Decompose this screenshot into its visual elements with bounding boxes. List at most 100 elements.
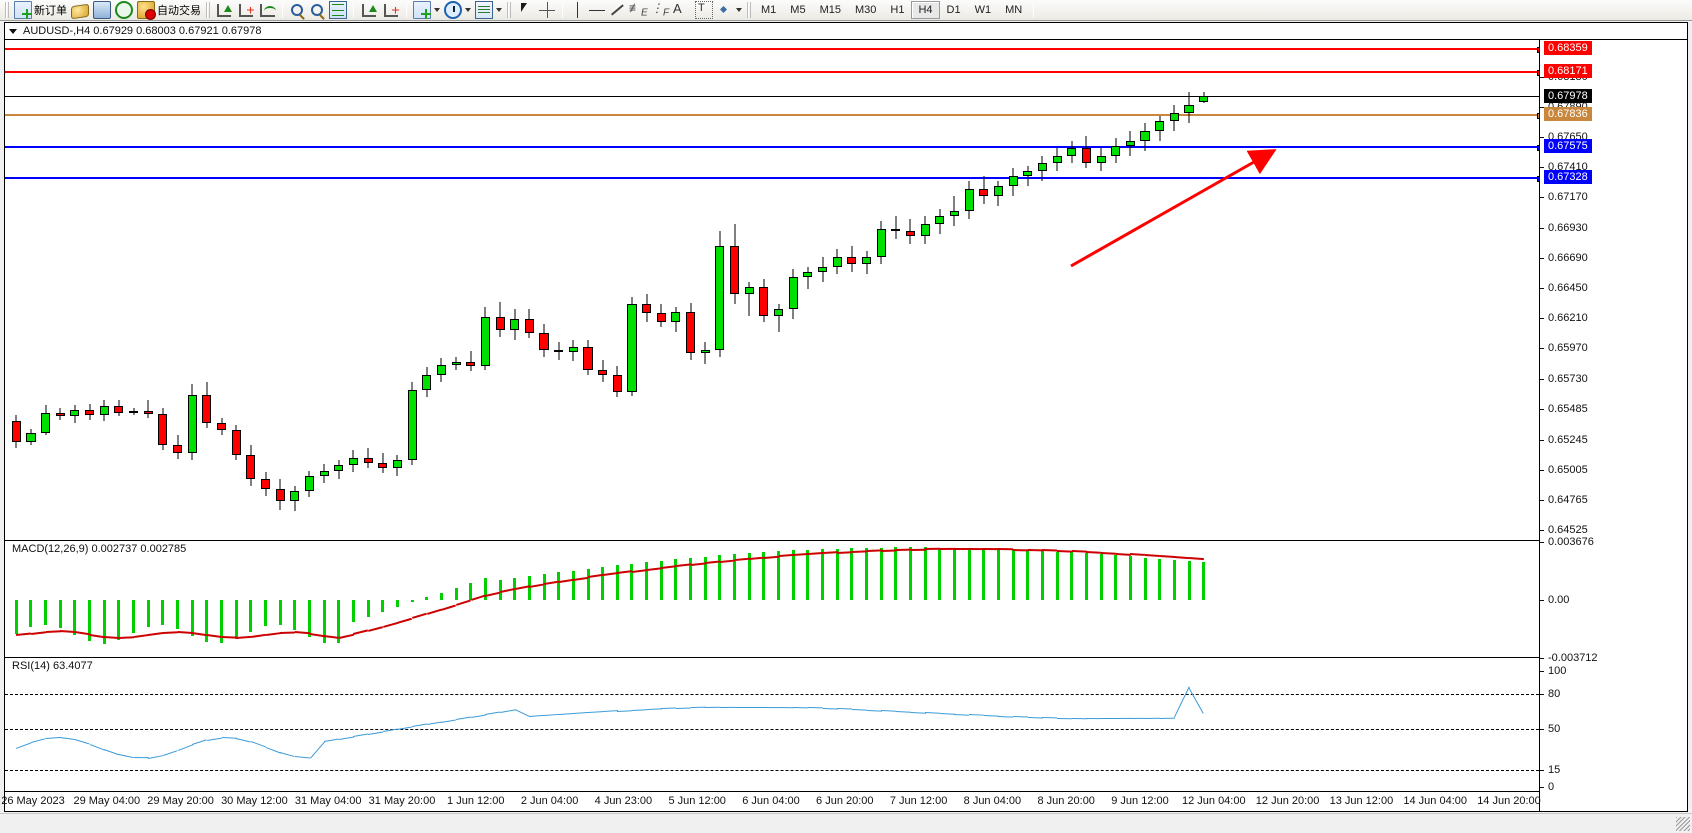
chevron-down-icon[interactable]	[434, 8, 440, 12]
candle-body-bullish	[920, 223, 930, 237]
timeframe-h4[interactable]: H4	[911, 1, 940, 19]
last-price-label[interactable]: 0.67978	[1544, 88, 1592, 103]
candle-body-bullish	[627, 304, 637, 393]
rsi-line-segment	[778, 706, 794, 709]
data-window-button[interactable]	[91, 0, 113, 20]
macd-histogram-bar	[894, 547, 898, 600]
price-pane[interactable]	[5, 40, 1543, 541]
toolbar-grip-4[interactable]	[747, 2, 751, 18]
level-line-last-price[interactable]	[5, 95, 1539, 97]
rsi-pane[interactable]: RSI(14) 63.4077	[5, 659, 1539, 791]
toolbar-grip-2[interactable]	[206, 2, 210, 18]
resize-grip[interactable]	[1676, 817, 1690, 831]
periods-button[interactable]	[442, 0, 473, 20]
candle-body-bullish	[1169, 113, 1179, 121]
timeframe-h1[interactable]: H1	[890, 4, 905, 16]
grid-button[interactable]	[327, 0, 349, 20]
candle-wick	[470, 350, 472, 372]
rsi-line-segment	[1027, 716, 1043, 719]
macd-histogram-bar	[439, 592, 443, 600]
candle-body-bearish	[524, 319, 534, 334]
candlestick-chart-button[interactable]	[235, 0, 257, 20]
vertical-line-button[interactable]	[567, 0, 587, 20]
rsi-line-segment	[998, 715, 1014, 718]
candle	[861, 40, 872, 541]
macd-histogram-bar	[425, 597, 429, 600]
candle	[905, 40, 916, 541]
candle	[832, 40, 842, 541]
timeframe-m30[interactable]: M30	[854, 4, 877, 16]
rsi-line-segment	[851, 708, 867, 711]
toolbar-grip[interactable]	[5, 2, 9, 18]
auto-scroll-button[interactable]	[358, 0, 380, 20]
macd-histogram-bar	[1040, 550, 1044, 600]
cursor-button[interactable]	[514, 0, 536, 20]
horizontal-line-button[interactable]	[587, 0, 607, 20]
zoom-out-button[interactable]	[307, 0, 327, 20]
rsi-line-segment	[558, 713, 574, 716]
chart-shift-button[interactable]	[380, 0, 402, 20]
crosshair-button[interactable]	[536, 0, 558, 20]
text-button[interactable]: A	[671, 0, 693, 20]
market-watch-button[interactable]	[113, 0, 135, 20]
timeframe-d1[interactable]: D1	[946, 4, 961, 16]
rsi-line-segment	[837, 708, 852, 710]
macd-pane[interactable]: MACD(12,26,9) 0.002737 0.002785	[5, 542, 1539, 658]
new-order-button[interactable]: 新订单	[12, 0, 69, 20]
chevron-down-icon-2[interactable]	[465, 8, 471, 12]
chart-menu-caret-icon[interactable]	[9, 28, 17, 34]
macd-histogram-bar	[117, 599, 121, 641]
candle	[348, 40, 358, 541]
price-axis[interactable]: 0.681300.678900.676500.674100.671700.669…	[1539, 40, 1687, 811]
fibonacci-fan-button[interactable]: ⋮F	[649, 0, 671, 20]
candle	[11, 40, 21, 541]
rsi-line-segment	[807, 707, 823, 709]
timeframe-mn[interactable]: MN	[1005, 4, 1023, 16]
pivot-label[interactable]: 0.67836	[1544, 106, 1592, 121]
timeframe-m15[interactable]: M15	[819, 4, 841, 16]
chevron-down-icon-4[interactable]	[736, 8, 742, 12]
candle-body-bullish	[935, 216, 945, 224]
support-2-label[interactable]: 0.67328	[1544, 170, 1592, 185]
candle-body-bullish	[392, 460, 402, 468]
price-tick: 0.66930	[1540, 222, 1588, 234]
horizontal-line-icon	[589, 2, 605, 18]
symbol-ohlc-bar[interactable]: AUDUSD-,H4 0.67929 0.68003 0.67921 0.679…	[5, 23, 1687, 40]
time-tick: 5 Jun 12:00	[668, 795, 726, 807]
support-1-label[interactable]: 0.67575	[1544, 139, 1592, 154]
gold-button[interactable]	[69, 0, 91, 20]
resistance-2-label[interactable]: 0.68359	[1544, 40, 1592, 55]
indicators-button[interactable]	[411, 0, 442, 20]
rsi-line-segment	[470, 714, 486, 718]
toolbar-grip-3[interactable]	[507, 2, 511, 18]
templates-button[interactable]	[473, 0, 504, 20]
candle-body-bullish	[304, 475, 315, 491]
candle	[85, 40, 95, 541]
timeframe-w1[interactable]: W1	[974, 4, 992, 16]
fibonacci-button[interactable]: ≢E	[627, 0, 649, 20]
text-icon: A	[673, 1, 682, 16]
alert-icon	[137, 1, 156, 20]
zoom-in-button[interactable]	[287, 0, 307, 20]
timeframe-m1[interactable]: M1	[761, 4, 777, 16]
candle	[788, 40, 798, 541]
macd-histogram-bar	[73, 599, 77, 635]
autotrading-button[interactable]: 自动交易	[135, 0, 203, 20]
text-label-button[interactable]: T	[693, 0, 715, 20]
rsi-line-segment	[573, 712, 589, 715]
candle-body-bullish	[1140, 130, 1150, 141]
chevron-down-icon-3[interactable]	[496, 8, 502, 12]
objects-icon	[717, 2, 733, 18]
candle-body-bullish	[774, 309, 784, 316]
line-chart-button[interactable]	[257, 0, 278, 20]
periods-icon	[444, 1, 462, 19]
bar-chart-button[interactable]	[213, 0, 235, 20]
macd-histogram-bar	[879, 547, 883, 600]
candle-body-bullish	[1125, 140, 1135, 146]
objects-button[interactable]	[715, 0, 744, 20]
time-tick: 14 Jun 20:00	[1477, 795, 1541, 807]
timeframe-m5[interactable]: M5	[790, 4, 806, 16]
resistance-1-label[interactable]: 0.68171	[1544, 64, 1592, 79]
trendline-button[interactable]	[607, 0, 627, 20]
macd-histogram-bar	[777, 551, 781, 600]
